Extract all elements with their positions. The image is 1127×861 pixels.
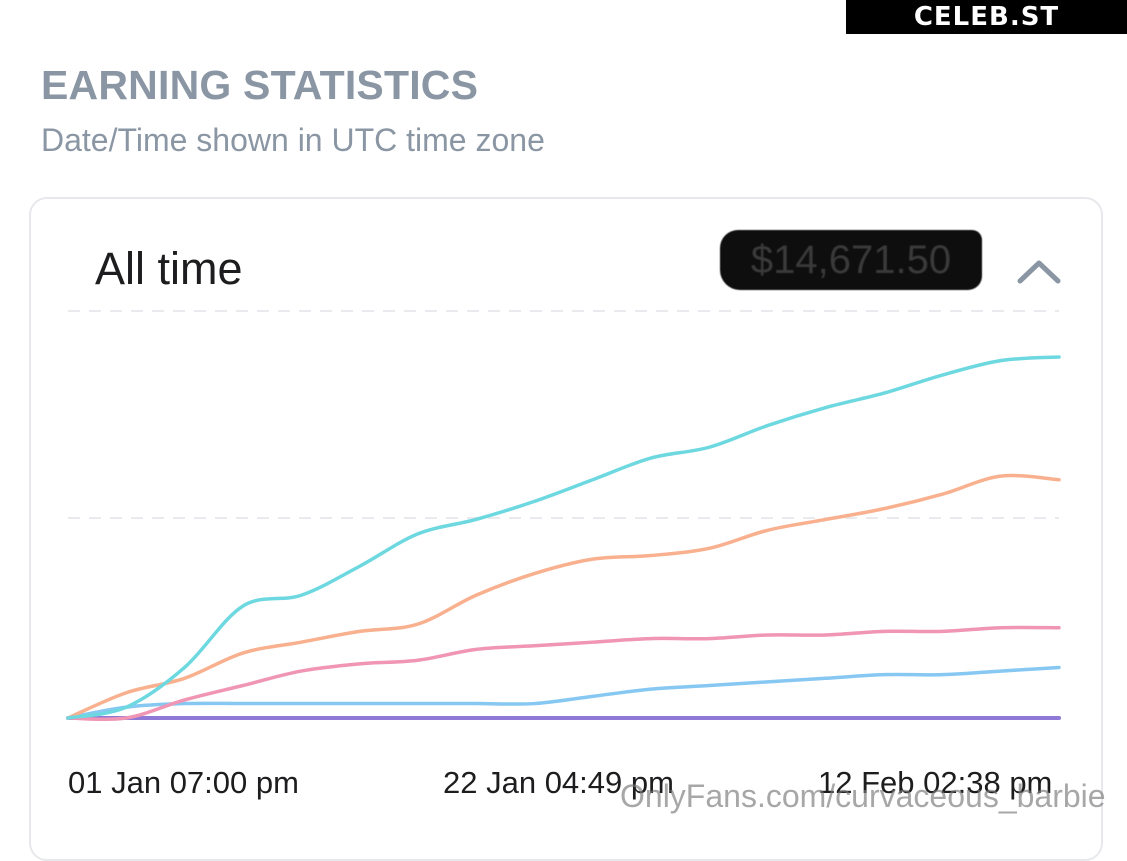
period-label: All time [95,243,243,294]
series-line-cyan [66,355,1061,720]
series-line-orange [66,473,1061,720]
series-line-pink [66,625,1061,722]
chevron-up-icon [1017,260,1061,284]
site-watermark-banner: CELEB.ST [846,0,1127,34]
statistics-card [29,197,1103,861]
x-tick-label: 22 Jan 04:49 pm [443,765,674,800]
x-tick-label: 01 Jan 07:00 pm [68,765,299,800]
page-subtitle: Date/Time shown in UTC time zone [41,122,545,158]
page-title: EARNING STATISTICS [41,62,479,108]
series-line-blue [66,665,1061,720]
earnings-chart [66,310,1061,722]
collapse-button[interactable] [1012,248,1066,292]
site-watermark: OnlyFans.com/curvaceous_barbie [620,778,1106,814]
x-tick-label: 12 Feb 02:38 pm [818,765,1053,800]
total-amount: $14,671.50 [720,230,982,290]
